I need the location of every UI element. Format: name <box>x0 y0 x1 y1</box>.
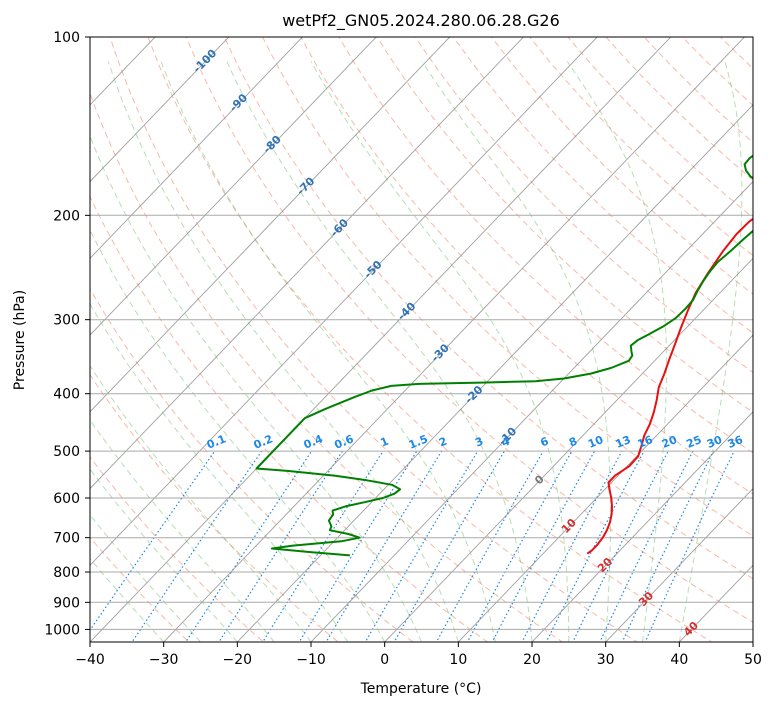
dry-adiabat-line <box>185 37 753 623</box>
isotherm-line <box>605 487 753 642</box>
mixing-ratio-line <box>545 450 645 642</box>
mixing-ratio-label: 10 <box>586 433 605 451</box>
isotherm-line <box>384 257 753 642</box>
dry-adiabat-line <box>567 37 753 219</box>
isotherm-line <box>90 37 525 490</box>
dry-adiabat-line <box>90 287 414 642</box>
mixing-ratio-line <box>466 450 573 642</box>
isotherm-line <box>457 334 753 642</box>
series-layer <box>255 154 753 557</box>
moist-adiabat-line <box>90 557 165 642</box>
mixing-ratio-label: 3 <box>473 435 485 450</box>
dry-adiabat-line <box>605 37 753 181</box>
moist-adiabat-line <box>160 61 496 642</box>
dry-adiabat-line <box>90 195 489 642</box>
mixing-ratio-line <box>185 450 313 642</box>
isotherm-line <box>90 37 377 336</box>
x-tick-label: 20 <box>523 652 541 668</box>
moist-adiabat-line <box>90 468 238 642</box>
x-tick-label: 10 <box>449 652 467 668</box>
x-tick-label: −10 <box>296 652 326 668</box>
x-tick-label: 50 <box>744 652 762 668</box>
y-tick-label: 400 <box>53 387 80 403</box>
moist-adiabat-line <box>90 134 422 642</box>
x-tick-label: 40 <box>670 652 688 668</box>
moist-adiabat-line <box>566 61 667 642</box>
dry-adiabat-line <box>643 37 753 144</box>
y-tick-label: 600 <box>53 491 80 507</box>
x-tick-label: 0 <box>380 652 389 668</box>
axes-layer: −40 −30 −20 −10 0 10 20 30 40 50 100 200 300 400 500 60… <box>44 30 762 668</box>
isotherm-line <box>310 180 753 642</box>
mixing-ratio-line <box>90 450 216 632</box>
moist-adiabat-line <box>90 514 201 642</box>
x-tick-label: −30 <box>149 652 179 668</box>
moist-adiabat-line <box>107 61 459 642</box>
mixing-ratio-label: 16 <box>636 433 655 451</box>
y-tick-label: 1000 <box>44 622 80 638</box>
moist-adiabat-line <box>90 229 386 642</box>
y-tick-label: 800 <box>53 565 80 581</box>
mixing-ratio-label: 20 <box>660 433 679 451</box>
mixing-ratio-line <box>621 450 714 642</box>
y-tick-label: 200 <box>53 208 80 224</box>
dry-adiabat-line <box>90 456 265 642</box>
plot-frame <box>89 36 754 643</box>
mixing-ratio-line <box>131 450 263 642</box>
x-tick-label: −40 <box>75 652 105 668</box>
mixing-ratio-label: 36 <box>726 433 745 451</box>
x-tick-label: −20 <box>223 652 253 668</box>
temperature-profile-line <box>586 217 753 555</box>
mixing-ratio-line <box>393 450 505 642</box>
y-tick-label: 500 <box>53 444 80 460</box>
chart-title: wetPf2_GN05.2024.280.06.28.G26 <box>282 11 560 31</box>
mixing-ratio-label: 1 <box>379 435 391 450</box>
dry-adiabat-line <box>376 37 753 413</box>
moist-adiabat-line <box>226 61 533 642</box>
mixing-ratio-line <box>218 450 343 642</box>
dry-adiabat-line <box>90 373 340 642</box>
isotherm-line <box>90 37 672 642</box>
isotherm-line <box>90 37 230 183</box>
mixing-ratio-label: 13 <box>614 433 633 451</box>
y-axis-label: Pressure (hPa) <box>12 290 28 390</box>
moist-adiabat-line <box>678 61 743 642</box>
dry-adiabat-line <box>768 10 775 654</box>
x-axis-label: Temperature (°C) <box>360 681 482 697</box>
moist-adiabat-line <box>310 61 570 642</box>
grid-layer <box>90 10 775 654</box>
dry-adiabat-line <box>90 92 564 642</box>
mixing-ratio-label: 30 <box>705 433 724 451</box>
y-tick-label: 100 <box>53 30 80 46</box>
dry-adiabat-line <box>338 37 753 454</box>
isotherm-line <box>90 37 304 260</box>
moist-adiabat-line <box>90 303 349 642</box>
mixing-ratio-label: 25 <box>684 433 703 451</box>
dry-adiabat-line <box>300 37 753 495</box>
x-tick-label: 30 <box>597 652 615 668</box>
isotherm-line <box>90 37 598 566</box>
mixing-ratio-line <box>599 450 694 642</box>
isotherm-line <box>163 37 746 642</box>
dry-adiabat-line <box>147 37 713 642</box>
mixing-ratio-line <box>644 450 735 642</box>
mixing-ratio-label: 8 <box>567 435 579 450</box>
y-tick-label: 900 <box>53 595 80 611</box>
mixing-ratio-label: 2 <box>437 435 449 450</box>
y-tick-label: 300 <box>53 313 80 329</box>
mixing-ratio-line <box>325 450 443 642</box>
isotherm-line <box>90 37 451 413</box>
isotherm-line <box>531 411 753 642</box>
dry-adiabat-line <box>414 37 753 374</box>
mixing-ratio-line <box>364 450 479 642</box>
mixing-ratio-line <box>435 450 544 642</box>
dry-adiabat-line <box>262 37 753 537</box>
dewpoint-profile-line <box>255 154 753 557</box>
dry-adiabat-line <box>109 37 638 642</box>
y-tick-label: 700 <box>53 531 80 547</box>
dry-adiabat-line <box>223 37 753 580</box>
mixing-ratio-line <box>572 450 669 642</box>
isotherm-line <box>236 104 753 642</box>
